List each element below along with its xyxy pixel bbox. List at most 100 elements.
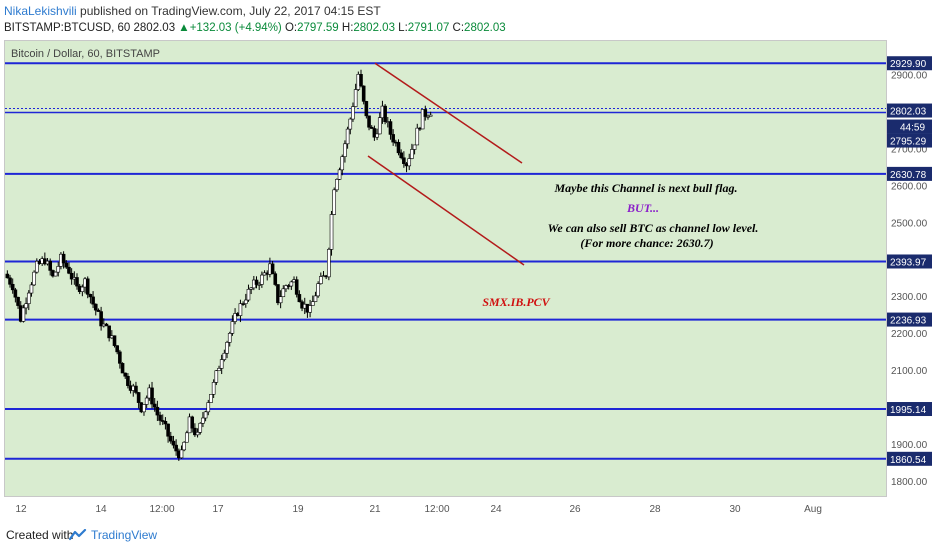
chart-area[interactable] — [4, 40, 887, 497]
x-tick-label: 17 — [212, 504, 224, 515]
level-label: 2393.97 — [890, 257, 927, 268]
candle — [399, 152, 403, 159]
low-value: 2791.07 — [407, 22, 450, 34]
candle — [313, 295, 318, 302]
level-label: 2929.90 — [890, 59, 927, 70]
candle — [64, 262, 69, 268]
level-label: 1995.14 — [890, 405, 927, 416]
candle — [319, 276, 323, 284]
close-label: C: — [452, 22, 465, 34]
candle — [203, 411, 208, 419]
ohlc-line: BITSTAMP:BTCUSD, 60 2802.03 ▲+132.03 (+4… — [4, 22, 506, 34]
candle — [193, 427, 197, 436]
candle — [211, 382, 216, 395]
candle — [5, 273, 10, 279]
price-chart[interactable]: Bitcoin / Dollar, 60, BITSTAMP 1800.00 190… — [0, 0, 932, 520]
candle — [21, 307, 26, 322]
candle — [249, 287, 253, 290]
created-with-label: Created with — [6, 528, 74, 542]
level-label: 2630.78 — [890, 170, 927, 181]
high-label: H: — [341, 22, 354, 34]
candle — [179, 449, 184, 459]
channel-lower-line[interactable] — [367, 155, 525, 266]
candle — [337, 169, 342, 180]
y-tick-label: 1900.00 — [891, 440, 928, 451]
candle — [75, 277, 79, 287]
candle — [367, 115, 371, 128]
candle — [53, 271, 58, 277]
x-tick-label: 19 — [292, 504, 304, 515]
candle — [345, 128, 350, 145]
candle — [48, 260, 53, 271]
candle — [118, 351, 122, 364]
candle — [217, 368, 221, 372]
candle — [136, 392, 141, 403]
candle — [426, 115, 430, 118]
x-tick-label: Aug — [804, 504, 822, 515]
candle — [163, 420, 168, 425]
y-tick-label: 2200.00 — [891, 329, 928, 340]
low-label: L: — [398, 22, 408, 34]
last-price: 2802.03 — [133, 22, 176, 34]
candle — [107, 325, 111, 339]
x-tick-label: 24 — [490, 504, 502, 515]
tradingview-brand[interactable]: TradingView — [91, 528, 158, 542]
high-value: 2802.03 — [353, 22, 395, 34]
candle — [343, 143, 347, 157]
level-label-bg — [887, 312, 932, 327]
candle — [8, 277, 12, 285]
y-tick-label: 2600.00 — [891, 181, 928, 192]
candle — [391, 134, 395, 143]
candle — [158, 414, 162, 421]
candle — [353, 89, 358, 107]
symbol-label: BITSTAMP:BTCUSD, 60 — [4, 22, 131, 34]
candle — [428, 114, 433, 117]
candle — [32, 271, 36, 286]
candle — [351, 106, 355, 120]
candle — [190, 416, 195, 429]
candle — [16, 296, 20, 306]
candle — [254, 279, 259, 285]
y-tick-label: 1800.00 — [891, 477, 928, 488]
current-price-label: 2802.03 — [890, 107, 927, 118]
candle — [310, 301, 315, 306]
up-arrow-icon: ▲ — [178, 22, 190, 34]
candle — [243, 299, 248, 304]
candle — [294, 279, 299, 295]
countdown-label-bg — [887, 119, 932, 134]
y-tick-label: 2900.00 — [891, 70, 928, 81]
level-label: 2236.93 — [890, 316, 927, 327]
candle — [375, 133, 379, 138]
author-link[interactable]: NikaLekishvili — [4, 4, 77, 18]
candle — [238, 303, 243, 316]
channel-upper-line[interactable] — [374, 62, 523, 164]
candle — [260, 274, 264, 285]
candle — [340, 156, 345, 171]
candle — [209, 394, 213, 403]
candle — [112, 335, 117, 346]
candle — [327, 249, 331, 278]
x-tick-label: 26 — [569, 504, 581, 515]
annotation-chance: (For more chance: 2630.7) — [580, 236, 713, 250]
candle — [99, 311, 103, 327]
candle — [335, 179, 339, 191]
candle — [297, 294, 302, 303]
chart-title: Bitcoin / Dollar, 60, BITSTAMP — [11, 48, 160, 60]
close-value: 2802.03 — [464, 22, 506, 34]
candle — [185, 432, 189, 443]
open-value: 2797.59 — [297, 22, 339, 34]
candle — [93, 303, 98, 311]
candle — [332, 189, 337, 215]
candle — [67, 266, 71, 274]
candle — [270, 263, 275, 275]
x-tick-label: 21 — [369, 504, 381, 515]
candle — [227, 333, 232, 343]
chart-header: NikaLekishvili published on TradingView.… — [0, 0, 932, 40]
candle — [115, 345, 119, 353]
candle — [289, 281, 294, 287]
candle — [56, 266, 61, 273]
candle — [407, 158, 412, 167]
candle — [214, 370, 219, 383]
x-tick-label: 12 — [15, 504, 27, 515]
candle — [276, 284, 280, 304]
